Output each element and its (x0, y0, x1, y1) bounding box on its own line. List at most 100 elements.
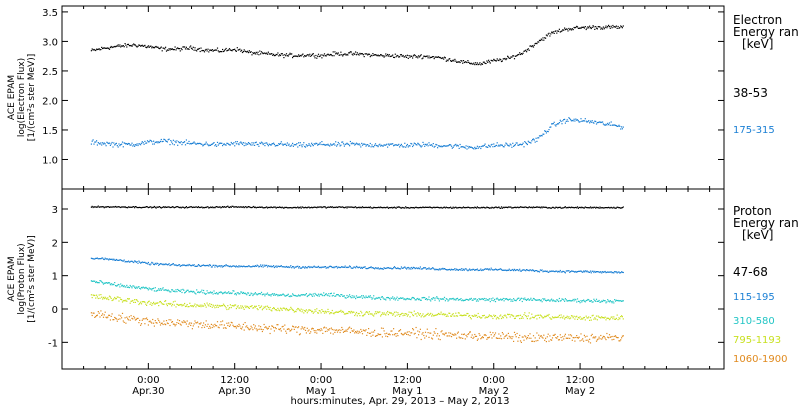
data-point (244, 142, 246, 144)
data-point (176, 322, 178, 324)
data-point (145, 46, 147, 48)
data-point (176, 265, 178, 267)
data-point (228, 291, 230, 293)
data-point (409, 207, 411, 209)
data-point (300, 55, 302, 57)
data-point (365, 145, 367, 147)
data-point (545, 300, 547, 302)
data-point (500, 314, 502, 316)
data-point (576, 315, 578, 317)
data-point (512, 268, 514, 271)
data-point (608, 207, 611, 209)
data-point (202, 145, 204, 147)
data-point (450, 206, 452, 208)
data-point (255, 293, 257, 295)
data-point (405, 299, 407, 301)
data-point (237, 325, 239, 328)
data-point (614, 300, 617, 302)
data-point (291, 267, 293, 269)
data-point (503, 315, 505, 317)
legend-item-47-68: 47-68 (733, 265, 768, 279)
data-point (416, 315, 418, 317)
data-point (219, 265, 221, 267)
data-point (285, 53, 288, 55)
data-point (436, 269, 438, 271)
data-point (319, 293, 321, 296)
data-point (327, 295, 329, 297)
data-point (562, 336, 564, 338)
data-point (380, 333, 382, 336)
data-point (429, 299, 431, 301)
data-point (267, 265, 269, 267)
data-point (222, 292, 225, 294)
data-point (526, 269, 528, 271)
data-point (519, 143, 521, 146)
data-point (345, 206, 347, 208)
data-point (329, 313, 331, 315)
data-point (439, 56, 441, 59)
data-point (432, 297, 434, 299)
data-point (545, 37, 547, 39)
data-point (592, 337, 594, 339)
data-point (137, 300, 139, 303)
data-point (322, 295, 324, 297)
data-point (360, 328, 362, 331)
data-point (106, 317, 108, 319)
data-point (605, 123, 607, 125)
data-point (133, 285, 135, 287)
data-point (244, 322, 246, 324)
data-point (429, 332, 431, 334)
data-point (413, 207, 415, 209)
data-point (528, 270, 530, 272)
data-point (332, 333, 334, 335)
data-point (140, 288, 142, 290)
data-point (361, 53, 363, 55)
data-point (144, 140, 146, 142)
data-point (235, 265, 237, 267)
data-point (143, 206, 145, 208)
data-point (247, 143, 249, 145)
data-point (263, 207, 265, 209)
data-point (549, 126, 551, 128)
data-point (140, 324, 142, 326)
data-point (342, 328, 344, 331)
legend-item-38-53: 38-53 (733, 86, 768, 100)
data-point (377, 54, 379, 56)
data-point (394, 333, 396, 335)
data-point (352, 311, 354, 313)
data-point (164, 264, 166, 266)
data-point (206, 143, 208, 145)
data-point (197, 305, 200, 307)
data-point (613, 26, 615, 28)
data-point (374, 313, 376, 315)
data-point (570, 28, 572, 30)
data-point (335, 53, 337, 55)
data-point (583, 207, 585, 209)
data-point (93, 258, 95, 260)
data-point (590, 319, 592, 321)
data-point (473, 207, 475, 209)
data-point (457, 145, 459, 147)
data-point (224, 305, 226, 307)
data-point (615, 125, 617, 127)
data-point (567, 337, 569, 339)
data-point (576, 337, 579, 339)
data-point (421, 268, 423, 270)
data-point (225, 47, 227, 50)
data-point (456, 297, 459, 299)
data-point (189, 291, 191, 293)
data-point (94, 280, 96, 282)
data-point (151, 207, 153, 209)
data-point (317, 329, 319, 331)
data-point (399, 206, 401, 208)
data-point (258, 325, 260, 327)
data-point (448, 269, 450, 271)
data-point (168, 138, 170, 140)
data-point (525, 315, 527, 317)
data-point (214, 323, 216, 325)
data-point (219, 324, 221, 326)
data-point (359, 296, 361, 298)
data-point (370, 207, 372, 209)
data-point (241, 292, 244, 294)
data-point (545, 270, 547, 273)
